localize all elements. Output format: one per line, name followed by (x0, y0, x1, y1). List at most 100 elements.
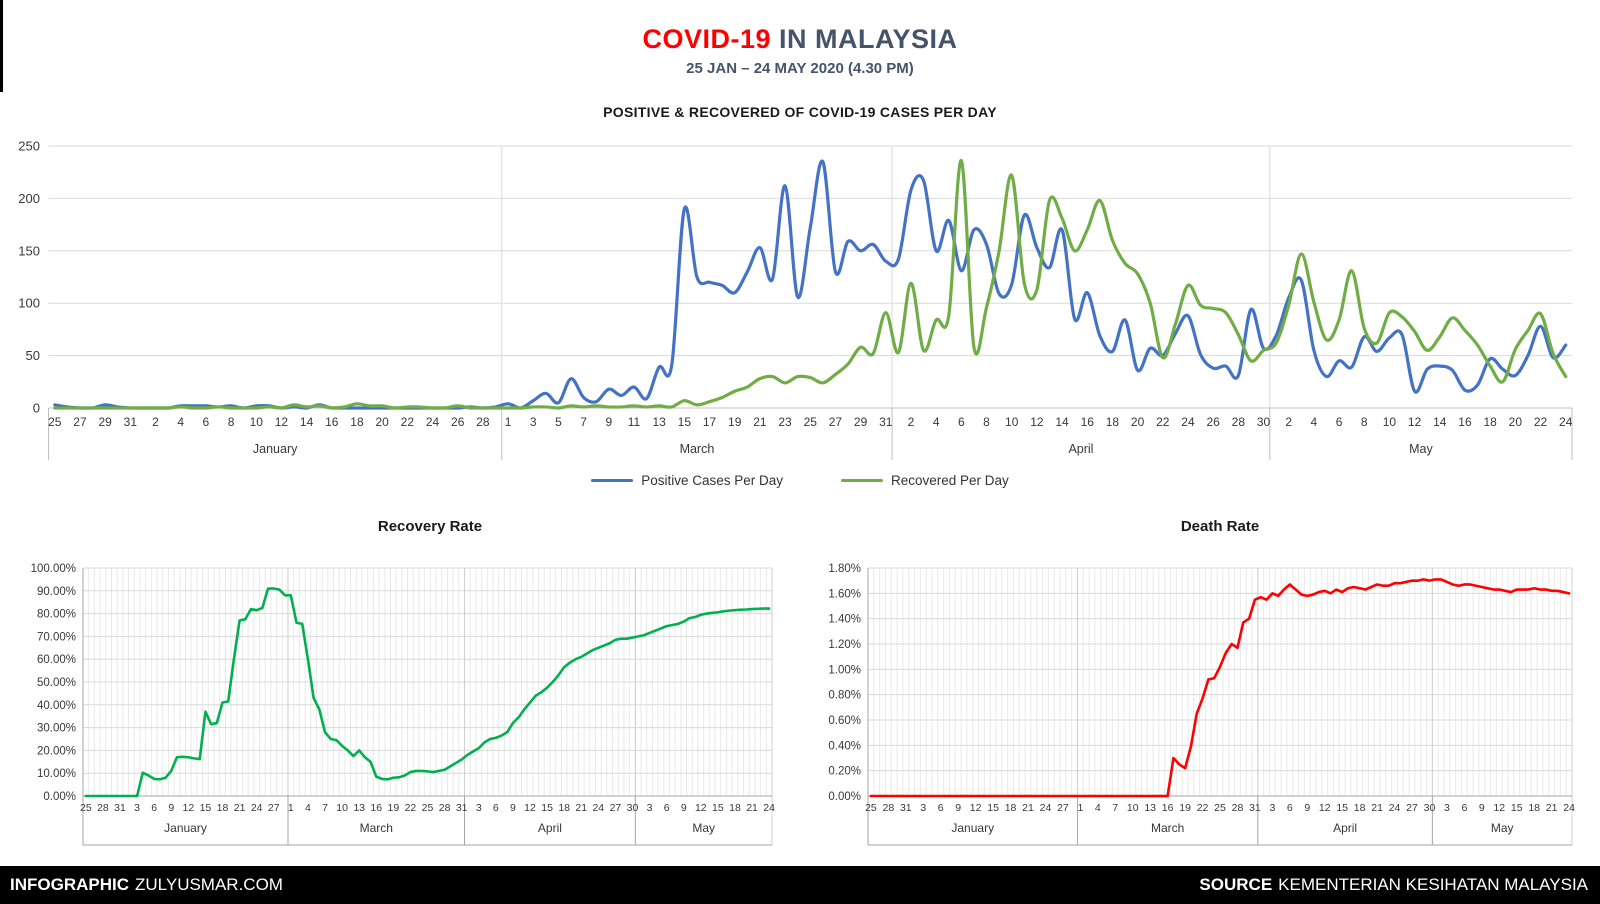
x-tick-label: 13 (1144, 802, 1156, 814)
x-tick-label: 15 (1511, 802, 1523, 814)
x-tick-label: 4 (1311, 415, 1318, 429)
x-tick-label: 6 (1461, 802, 1467, 814)
x-tick-label: 23 (778, 415, 792, 429)
x-tick-label: 21 (753, 415, 767, 429)
x-tick-label: 22 (401, 415, 415, 429)
y-tick-label: 150 (18, 243, 40, 258)
y-tick-label: 0.20% (828, 766, 861, 778)
x-tick-label: 22 (1156, 415, 1170, 429)
footer-infographic: INFOGRAPHIC ZULYUSMAR.COM (0, 875, 283, 895)
footer-infographic-value: ZULYUSMAR.COM (135, 875, 283, 894)
x-tick-label: 24 (763, 802, 775, 814)
x-tick-label: 7 (322, 802, 328, 814)
x-tick-label: 19 (387, 802, 399, 814)
y-tick-label: 10.00% (37, 768, 76, 780)
x-tick-label: 15 (987, 802, 999, 814)
x-tick-label: 9 (955, 802, 961, 814)
x-tick-label: 24 (1563, 802, 1575, 814)
page-subtitle: 25 JAN – 24 MAY 2020 (4.30 PM) (686, 60, 914, 77)
x-tick-label: 31 (124, 415, 138, 429)
y-tick-label: 250 (18, 139, 40, 154)
y-tick-label: 30.00% (37, 723, 76, 735)
x-tick-label: 25 (80, 802, 92, 814)
x-tick-label: 27 (610, 802, 622, 814)
legend-label-positive: Positive Cases Per Day (641, 472, 783, 488)
y-tick-label: 70.00% (37, 631, 76, 643)
x-tick-label: 16 (1162, 802, 1174, 814)
month-label: April (538, 821, 562, 835)
x-tick-label: 12 (1408, 415, 1422, 429)
x-tick-label: 24 (251, 802, 263, 814)
y-tick-label: 1.60% (828, 588, 861, 600)
x-tick-label: 31 (900, 802, 912, 814)
x-tick-label: 6 (151, 802, 157, 814)
x-tick-label: 16 (370, 802, 382, 814)
month-label: January (951, 821, 994, 835)
x-tick-label: 15 (678, 415, 692, 429)
x-tick-label: 22 (405, 802, 417, 814)
x-tick-label: 20 (375, 415, 389, 429)
series-line-recovery-rate (84, 587, 771, 798)
x-tick-label: 28 (439, 802, 451, 814)
month-label: April (1068, 442, 1093, 456)
daily-chart-legend: Positive Cases Per Day Recovered Per Day (0, 469, 1600, 491)
death-rate-title: Death Rate (1180, 518, 1260, 535)
page-title-covid: COVID-19 (642, 24, 771, 54)
x-tick-label: 8 (228, 415, 235, 429)
x-tick-label: 10 (250, 415, 264, 429)
month-label: January (164, 821, 207, 835)
x-tick-label: 10 (1005, 415, 1019, 429)
y-tick-label: 0.40% (828, 740, 861, 752)
x-tick-label: 30 (1424, 802, 1436, 814)
x-tick-label: 18 (558, 802, 570, 814)
x-tick-label: 12 (1319, 802, 1331, 814)
x-tick-label: 2 (1285, 415, 1292, 429)
x-tick-label: 31 (1249, 802, 1261, 814)
x-tick-label: 9 (1304, 802, 1310, 814)
month-label: May (692, 821, 715, 835)
x-tick-label: 24 (1181, 415, 1195, 429)
x-tick-label: 3 (920, 802, 926, 814)
x-tick-label: 18 (217, 802, 229, 814)
x-tick-label: 22 (1197, 802, 1209, 814)
y-tick-label: 200 (18, 191, 40, 206)
x-tick-label: 12 (182, 802, 194, 814)
x-tick-label: 6 (664, 802, 670, 814)
x-tick-label: 13 (353, 802, 365, 814)
month-label: March (680, 442, 715, 456)
x-tick-label: 19 (1179, 802, 1191, 814)
x-tick-label: 16 (325, 415, 339, 429)
footer-bar: INFOGRAPHIC ZULYUSMAR.COM SOURCE KEMENTERI… (0, 866, 1600, 904)
x-tick-label: 21 (746, 802, 758, 814)
x-tick-label: 18 (1528, 802, 1540, 814)
x-tick-label: 2 (908, 415, 915, 429)
y-tick-label: 40.00% (37, 700, 76, 712)
x-tick-label: 31 (114, 802, 126, 814)
x-tick-label: 1 (1077, 802, 1083, 814)
x-tick-label: 27 (1057, 802, 1069, 814)
x-tick-label: 9 (605, 415, 612, 429)
x-tick-label: 28 (1232, 415, 1246, 429)
x-tick-label: 14 (1433, 415, 1447, 429)
x-tick-label: 12 (1030, 415, 1044, 429)
x-tick-label: 10 (1127, 802, 1139, 814)
x-tick-label: 7 (1112, 802, 1118, 814)
x-tick-label: 10 (336, 802, 348, 814)
x-tick-label: 12 (1493, 802, 1505, 814)
x-tick-label: 6 (938, 802, 944, 814)
legend-item-positive: Positive Cases Per Day (591, 473, 783, 488)
series-line-recovered (53, 159, 1568, 410)
recovered-line-swatch (841, 478, 883, 482)
x-tick-label: 21 (575, 802, 587, 814)
footer-source: SOURCE KEMENTERIAN KESIHATAN MALAYSIA (1199, 875, 1600, 895)
y-tick-label: 1.20% (828, 639, 861, 651)
y-tick-label: 1.00% (828, 664, 861, 676)
x-tick-label: 9 (1479, 802, 1485, 814)
y-tick-label: 0.00% (828, 791, 861, 803)
x-tick-label: 26 (451, 415, 465, 429)
x-tick-label: 8 (1361, 415, 1368, 429)
x-tick-label: 5 (555, 415, 562, 429)
x-tick-label: 22 (1534, 415, 1548, 429)
x-tick-label: 3 (1269, 802, 1275, 814)
